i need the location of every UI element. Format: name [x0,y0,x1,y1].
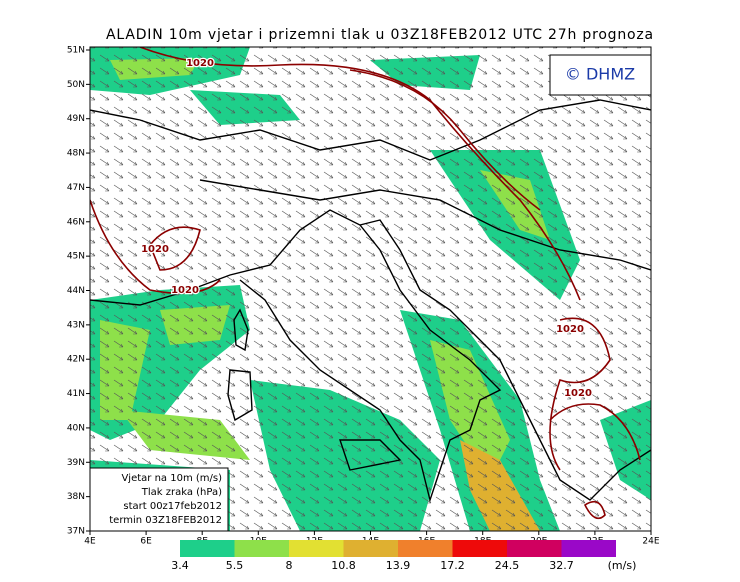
lon-label: 24E [642,537,659,547]
colorbar-unit: (m/s) [608,559,637,572]
lat-label: 40N [67,423,85,433]
colorbar-label: 17.2 [440,559,465,572]
legend-line: termin 03Z18FEB2012 [109,515,222,526]
lat-label: 49N [67,114,85,124]
lat-label: 42N [67,355,85,365]
colorbar-label: 10.8 [331,559,356,572]
legend-line: start 00z17feb2012 [123,501,222,512]
isobar-label: 1020 [556,324,584,335]
copyright-box [549,54,652,96]
wind-arrows [90,47,651,531]
isobar-label: 1020 [141,244,169,255]
lat-label: 45N [67,252,85,262]
lat-label: 47N [67,183,85,193]
lon-label: 6E [140,537,152,547]
legend-box [89,467,229,532]
lat-label: 50N [67,80,85,90]
isobar-label: 1020 [171,285,199,296]
lat-label: 51N [67,46,85,56]
colorbar-label: 32.7 [549,559,574,572]
colorbar-label: 8 [286,559,293,572]
colorbar-box [398,540,453,557]
colorbar-label: 3.4 [171,559,189,572]
legend-line: Tlak zraka (hPa) [141,487,222,498]
isobar-label: 1020 [186,58,214,69]
colorbar-label: 13.9 [386,559,411,572]
colorbar-box [343,540,398,557]
lat-label: 44N [67,286,85,296]
colorbar-box [507,540,562,557]
map-area: 1020 1020 1020 1020 1020 [90,47,651,531]
colorbar-box [561,540,616,557]
isobars [90,47,641,520]
colorbar-label: 24.5 [495,559,520,572]
colorbar-box [452,540,507,557]
legend-line: Vjetar na 10m (m/s) [121,473,222,484]
copyright: © DHMZ [565,65,635,84]
colorbar-box [234,540,289,557]
lat-label: 46N [67,217,85,227]
colorbar-label: 5.5 [226,559,244,572]
colorbar-box [180,540,235,557]
lat-label: 43N [67,320,85,330]
coastlines [90,99,651,503]
map-title: ALADIN 10m vjetar i prizemni tlak u 03Z1… [106,27,654,43]
colorbar-box [289,540,344,557]
lat-label: 38N [67,492,85,502]
lat-label: 39N [67,458,85,468]
isobar-label: 1020 [564,388,592,399]
lon-label: 4E [84,537,96,547]
lat-label: 41N [67,389,85,399]
lat-label: 48N [67,149,85,159]
lat-label: 37N [67,527,85,537]
